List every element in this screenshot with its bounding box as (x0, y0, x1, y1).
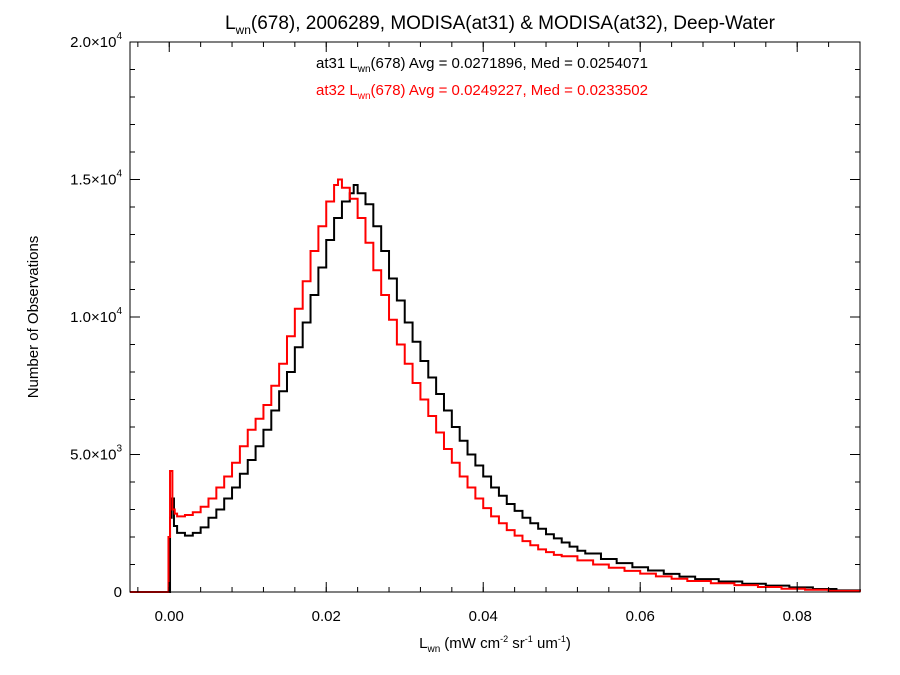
series-layer (130, 178, 861, 593)
tick-layer: 0.00 0.02 0.04 0.06 0.08 0 5.0×103 1.0×104 1.5×1… (70, 31, 861, 625)
y-tick-label: 1.0×104 (70, 306, 122, 326)
legend-at32: at32 Lwn(678) Avg = 0.0249227, Med = 0.0… (316, 82, 648, 102)
x-tick-label: 0.00 (155, 608, 184, 625)
y-tick-label: 2.0×104 (70, 31, 122, 51)
series-line-at32 (130, 178, 861, 593)
x-tick-label: 0.08 (783, 608, 812, 625)
y-tick-label: 5.0×103 (70, 444, 122, 464)
chart-title: Lwn(678), 2006289, MODISA(at31) & MODISA… (225, 13, 776, 37)
x-tick-label: 0.04 (469, 608, 498, 625)
y-axis-label: Number of Observations (25, 236, 42, 399)
x-tick-label: 0.06 (626, 608, 655, 625)
y-tick-label: 1.5×104 (70, 169, 122, 189)
y-tick-label: 0 (114, 584, 122, 601)
legend-at31: at31 Lwn(678) Avg = 0.0271896, Med = 0.0… (316, 55, 648, 75)
x-tick-label: 0.02 (312, 608, 341, 625)
x-axis-label: Lwn (mW cm-2 sr-1 um-1) (419, 634, 571, 655)
series-line-at31 (130, 184, 861, 593)
